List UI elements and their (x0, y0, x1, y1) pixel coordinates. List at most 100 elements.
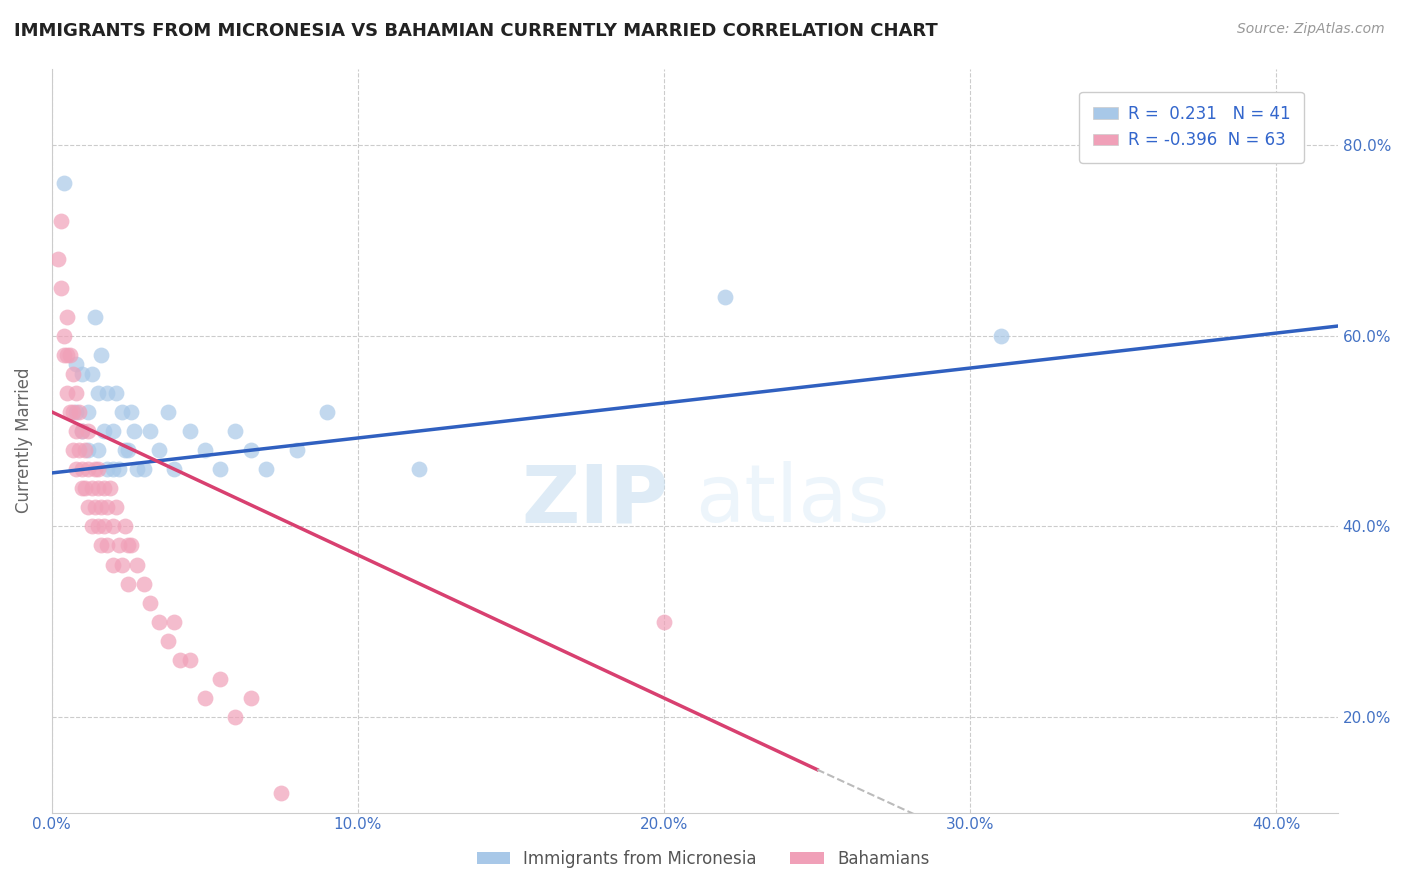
Point (75, 481, 97, 495)
Point (408, 462, 430, 476)
Point (65, 385, 87, 400)
Point (132, 576, 155, 591)
Point (117, 538, 139, 552)
Point (117, 576, 139, 591)
Point (194, 691, 217, 706)
Point (56, 385, 79, 400)
Legend: R =  0.231   N = 41, R = -0.396  N = 63: R = 0.231 N = 41, R = -0.396 N = 63 (1080, 92, 1303, 162)
Point (163, 462, 186, 476)
Point (90, 348, 112, 362)
Point (62, 367, 84, 381)
Point (239, 691, 262, 706)
Point (96, 538, 118, 552)
Point (239, 443, 262, 458)
Point (53, 348, 76, 362)
Point (120, 405, 142, 419)
Point (111, 558, 134, 572)
Point (101, 462, 124, 476)
Point (62, 405, 84, 419)
Point (75, 443, 97, 458)
Point (114, 519, 136, 533)
Point (83, 310, 105, 324)
Point (59, 405, 82, 419)
Point (67, 405, 90, 419)
Point (93, 424, 115, 438)
Point (56, 310, 79, 324)
Point (96, 462, 118, 476)
Point (105, 500, 128, 515)
Point (285, 443, 308, 458)
Text: IMMIGRANTS FROM MICRONESIA VS BAHAMIAN CURRENTLY MARRIED CORRELATION CHART: IMMIGRANTS FROM MICRONESIA VS BAHAMIAN C… (14, 22, 938, 40)
Point (86, 462, 108, 476)
Point (157, 405, 180, 419)
Point (714, 290, 737, 304)
Point (53, 328, 76, 343)
Point (77, 462, 100, 476)
Text: Source: ZipAtlas.com: Source: ZipAtlas.com (1237, 22, 1385, 37)
Point (127, 558, 149, 572)
Point (117, 443, 139, 458)
Point (65, 357, 87, 371)
Point (62, 443, 84, 458)
Point (86, 481, 108, 495)
Point (316, 405, 339, 419)
Point (209, 672, 232, 686)
Point (108, 462, 131, 476)
Point (72, 424, 94, 438)
Point (114, 443, 136, 458)
Point (77, 443, 100, 458)
Point (148, 443, 170, 458)
Point (96, 500, 118, 515)
Point (101, 424, 124, 438)
Point (77, 405, 100, 419)
Point (86, 443, 108, 458)
Point (254, 462, 277, 476)
Point (990, 328, 1012, 343)
Point (72, 424, 94, 438)
Point (80, 519, 103, 533)
Point (652, 615, 675, 629)
Point (96, 385, 118, 400)
Point (83, 500, 105, 515)
Point (90, 538, 112, 552)
Point (77, 500, 100, 515)
Text: atlas: atlas (695, 461, 889, 539)
Point (101, 519, 124, 533)
Point (65, 462, 87, 476)
Point (67, 443, 90, 458)
Point (108, 538, 131, 552)
Point (127, 462, 149, 476)
Point (98, 481, 121, 495)
Point (93, 481, 115, 495)
Point (124, 424, 146, 438)
Point (65, 424, 87, 438)
Point (138, 424, 160, 438)
Point (59, 348, 82, 362)
Point (224, 424, 246, 438)
Point (101, 558, 124, 572)
Point (86, 519, 108, 533)
Point (77, 424, 100, 438)
Point (148, 615, 170, 629)
Point (80, 367, 103, 381)
Point (179, 424, 201, 438)
Point (132, 462, 155, 476)
Legend: Immigrants from Micronesia, Bahamians: Immigrants from Micronesia, Bahamians (470, 844, 936, 875)
Point (138, 596, 160, 610)
Point (209, 462, 232, 476)
Point (49, 214, 72, 228)
Point (169, 653, 191, 667)
Point (224, 710, 246, 724)
Point (163, 615, 186, 629)
Text: ZIP: ZIP (522, 461, 669, 539)
Point (86, 385, 108, 400)
Point (157, 633, 180, 648)
Point (270, 787, 292, 801)
Point (83, 462, 105, 476)
Point (72, 462, 94, 476)
Point (72, 367, 94, 381)
Point (53, 176, 76, 190)
Point (72, 481, 94, 495)
Point (105, 385, 128, 400)
Point (194, 443, 217, 458)
